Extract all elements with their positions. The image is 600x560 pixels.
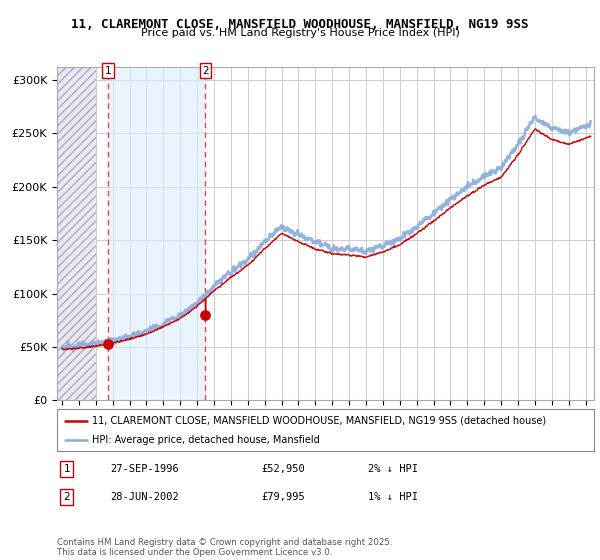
Text: 1% ↓ HPI: 1% ↓ HPI (368, 492, 418, 502)
Text: 2: 2 (64, 492, 70, 502)
Text: Contains HM Land Registry data © Crown copyright and database right 2025.
This d: Contains HM Land Registry data © Crown c… (57, 538, 392, 557)
Text: 27-SEP-1996: 27-SEP-1996 (111, 464, 179, 474)
Text: 11, CLAREMONT CLOSE, MANSFIELD WOODHOUSE, MANSFIELD, NG19 9SS (detached house): 11, CLAREMONT CLOSE, MANSFIELD WOODHOUSE… (92, 416, 546, 426)
Point (104, 339, 113, 348)
Text: HPI: Average price, detached house, Mansfield: HPI: Average price, detached house, Mans… (92, 435, 320, 445)
Text: Price paid vs. HM Land Registry's House Price Index (HPI): Price paid vs. HM Land Registry's House … (140, 28, 460, 38)
Text: £79,995: £79,995 (261, 492, 305, 502)
Point (200, 310, 210, 319)
Bar (57, 67, 96, 400)
Text: £52,950: £52,950 (261, 464, 305, 474)
Bar (109, 67, 205, 400)
Text: 2% ↓ HPI: 2% ↓ HPI (368, 464, 418, 474)
Text: 2: 2 (202, 66, 209, 76)
Text: 11, CLAREMONT CLOSE, MANSFIELD WOODHOUSE, MANSFIELD, NG19 9SS: 11, CLAREMONT CLOSE, MANSFIELD WOODHOUSE… (71, 18, 529, 31)
Text: 1: 1 (105, 66, 112, 76)
Text: 28-JUN-2002: 28-JUN-2002 (111, 492, 179, 502)
Text: 1: 1 (64, 464, 70, 474)
